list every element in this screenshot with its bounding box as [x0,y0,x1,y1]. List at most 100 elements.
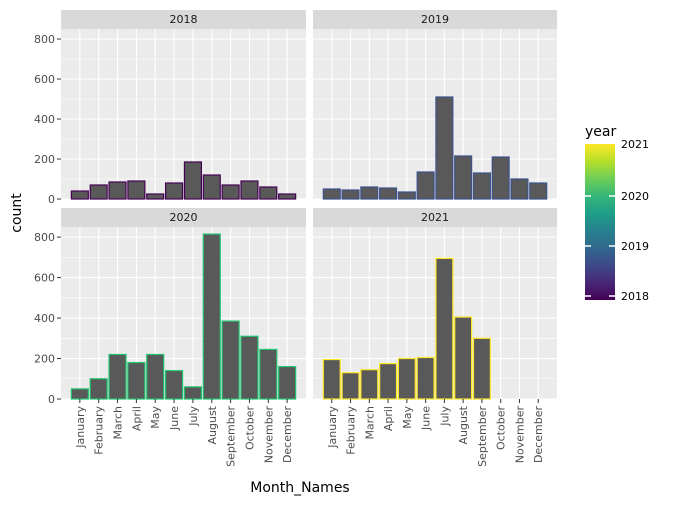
bar-2021-june [416,356,435,400]
bar-2019-january [322,188,341,200]
bar-2020-february [89,378,108,400]
bar-2018-may [146,193,165,200]
bar-2021-april [379,362,398,400]
bar-2020-july [183,386,203,400]
legend-title: year [585,124,616,140]
facet-panel-2021: 2021 January February March April May June July… [313,208,557,467]
x-axis-title: Month_Names [250,480,349,496]
y-tick-label: 400 [34,113,55,126]
x-tick-label: February [345,406,358,455]
legend-label: 2021 [621,138,649,151]
bar-2020-november [259,348,278,400]
panel-background [313,227,557,399]
bar-2019-august [454,155,473,200]
facet-panel-2020: 2020 0 200 400 600 800 January February March Apr… [34,208,306,467]
x-tick-label: September [476,406,489,467]
x-tick-label: September [225,406,238,467]
x-tick-label: April [382,406,395,431]
facet-panel-2019: 2019 [313,10,557,200]
facet-strip [61,10,306,29]
x-tick-label: March [363,406,376,440]
facet-strip-label: 2021 [421,211,449,224]
bar-2018-march [108,181,127,200]
bar-2018-november [259,186,278,200]
bar-2018-october [240,180,259,200]
bar-2018-august [202,174,221,200]
y-tick-label: 0 [48,393,55,406]
bar-2020-april [127,361,146,400]
bar-2019-september [472,172,491,200]
x-tick-label: June [168,406,181,431]
bar-2019-march [360,186,379,200]
bar-2020-january [70,388,89,400]
x-tick-label: December [532,406,545,464]
bar-2021-january [322,358,341,400]
x-tick-label: October [243,406,256,450]
bar-2019-june [416,171,435,200]
x-tick-label: November [513,406,526,464]
y-tick-label: 800 [34,231,55,244]
colorbar [585,144,615,300]
facet-strip-label: 2019 [421,13,449,26]
bar-2019-april [379,187,398,200]
facet-strip [313,10,557,29]
x-tick-label: July [187,406,200,427]
x-tick-label: December [281,406,294,464]
legend-label: 2019 [621,240,649,253]
y-tick-label: 800 [34,33,55,46]
bar-2020-october [240,335,259,400]
bar-2020-may [146,353,165,400]
bar-2021-march [360,369,379,400]
bar-2018-june [164,182,184,200]
x-tick-label: January [74,406,87,449]
bar-2020-september [221,320,240,400]
legend: year 2021 2020 2019 2018 [585,124,649,303]
legend-label: 2020 [621,190,649,203]
x-tick-label: October [495,406,508,450]
bar-2018-december [278,193,297,200]
bar-2021-september [472,337,491,400]
bar-2021-february [341,372,360,400]
bar-2019-may [397,191,416,200]
bar-2018-april [127,180,146,200]
x-tick-label: January [326,406,339,449]
y-tick-label: 600 [34,73,55,86]
x-tick-label: May [149,406,162,429]
bar-2021-may [397,357,416,400]
bar-2019-july [435,96,454,200]
x-tick-label: August [206,405,219,444]
bar-2019-november [510,178,529,200]
x-tick-label: November [262,406,275,464]
bar-2018-september [221,184,240,200]
x-tick-label: March [112,406,125,440]
y-tick-label: 400 [34,312,55,325]
facet-strip-label: 2018 [170,13,198,26]
legend-label: 2018 [621,290,649,303]
y-tick-label: 200 [34,353,55,366]
bar-2020-june [164,370,184,400]
x-tick-label: April [130,406,143,431]
y-tick-label: 0 [48,193,55,206]
bar-2021-august [454,316,473,400]
bar-2021-july [435,257,454,400]
y-tick-label: 600 [34,272,55,285]
x-tick-label: May [401,406,414,429]
x-tick-label: August [457,405,470,444]
bar-2020-august [202,233,221,400]
bar-2018-january [70,190,89,200]
facet-strip [61,208,306,227]
bar-2020-december [278,366,297,400]
bar-2019-october [491,156,510,200]
x-tick-label: July [438,406,451,427]
facet-strip [313,208,557,227]
facet-strip-label: 2020 [170,211,198,224]
facet-panels: 2018 0 200 400 600 800 2019 2020 0 200 400 600 800 Ja… [34,10,557,467]
bar-2018-february [89,184,108,200]
bar-2019-december [529,182,548,200]
panel-background [313,29,557,199]
y-axis-title: count [9,193,25,233]
panel-background [61,29,306,199]
x-tick-label: June [420,406,433,431]
bar-2019-february [341,189,360,200]
